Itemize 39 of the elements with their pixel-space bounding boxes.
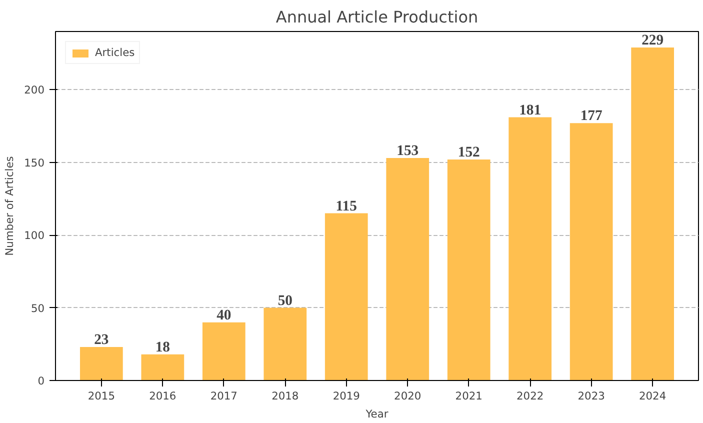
data-label: 115 [336,198,357,214]
bar [447,159,490,380]
y-tick-label: 150 [24,156,45,170]
data-label: 229 [642,32,664,48]
y-axis-title: Number of Articles [3,156,16,256]
data-label: 152 [458,144,480,160]
x-tick-label: 2016 [149,390,176,402]
bar [202,322,246,380]
y-tick-label: 0 [38,374,45,388]
data-label: 23 [94,332,109,348]
y-tick-label: 100 [24,229,45,242]
x-tick-label: 2018 [272,390,299,402]
x-tick-label: 2024 [639,390,666,402]
x-tick-label: 2019 [332,390,360,402]
x-tick-label: 2021 [455,390,482,402]
bar [508,117,552,380]
x-tick-label: 2017 [210,390,238,402]
chart-title: Annual Article Production [276,8,478,26]
y-tick-label: 200 [24,84,45,97]
x-tick-label: 2020 [394,390,422,402]
data-label: 40 [216,307,232,324]
data-label: 177 [580,108,602,124]
x-axis-title: Year [364,408,389,420]
x-tick-label: 2015 [88,390,115,402]
data-label: 50 [278,292,292,309]
bar [80,347,123,380]
x-tick-label: 2022 [516,390,544,402]
bar [386,158,430,380]
bar [264,308,307,380]
bar [570,123,613,380]
bar [141,354,184,380]
data-label: 18 [155,339,170,356]
y-tick-label: 50 [30,302,45,315]
data-label: 181 [519,102,542,118]
legend-label: Articles [95,46,135,59]
bar [324,213,368,380]
bar [631,47,674,380]
data-label: 153 [396,143,419,160]
x-tick-label: 2023 [578,390,605,402]
